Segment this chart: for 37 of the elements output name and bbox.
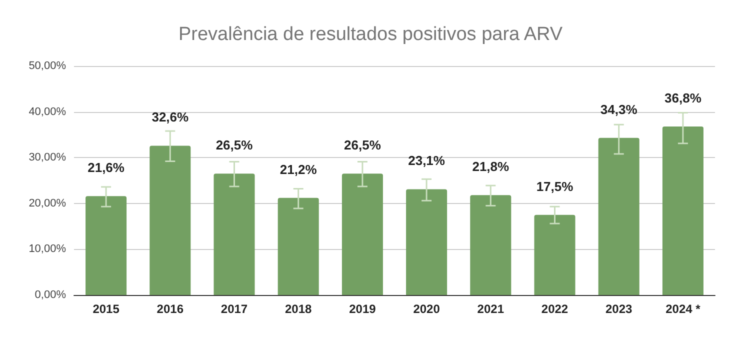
bar xyxy=(86,196,127,295)
data-label: 26,5% xyxy=(344,138,382,153)
bar xyxy=(662,126,704,295)
x-tick-label: 2017 xyxy=(220,302,248,316)
y-tick-label: 50,00% xyxy=(28,60,66,72)
x-tick-label: 2019 xyxy=(349,302,376,316)
y-tick-label: 20,00% xyxy=(28,197,66,210)
y-tick-label: 10,00% xyxy=(28,243,66,256)
x-tick-label: 2020 xyxy=(413,302,440,316)
x-tick-label: 2015 xyxy=(92,302,120,316)
data-label: 17,5% xyxy=(536,178,574,194)
bar xyxy=(150,146,191,295)
y-tick-label: 0,00% xyxy=(34,289,66,301)
x-tick-label: 2016 xyxy=(156,302,184,316)
bar xyxy=(278,198,319,295)
x-tick-label: 2023 xyxy=(606,302,633,316)
y-tick-label: 30,00% xyxy=(28,152,66,164)
bar xyxy=(598,138,640,295)
data-label: 21,6% xyxy=(88,160,125,176)
bar xyxy=(406,189,448,295)
x-tick-label: 2018 xyxy=(285,302,312,316)
x-tick-label: 2022 xyxy=(541,302,568,316)
data-label: 26,5% xyxy=(216,138,254,153)
data-label: 21,8% xyxy=(472,159,510,174)
data-label: 34,3% xyxy=(600,102,638,117)
data-label: 21,2% xyxy=(280,162,318,177)
bar xyxy=(534,214,576,295)
data-label: 23,1% xyxy=(408,153,446,168)
bar xyxy=(470,195,512,295)
data-label: 32,6% xyxy=(152,110,190,125)
chart-title: Prevalência de resultados positivos para ARV xyxy=(178,24,563,45)
y-tick-label: 40,00% xyxy=(28,106,66,118)
x-tick-label: 2021 xyxy=(477,302,504,316)
x-tick-label: 2024 * xyxy=(666,302,701,316)
data-label: 36,8% xyxy=(664,90,702,106)
bar xyxy=(214,174,255,295)
bar xyxy=(342,174,383,295)
